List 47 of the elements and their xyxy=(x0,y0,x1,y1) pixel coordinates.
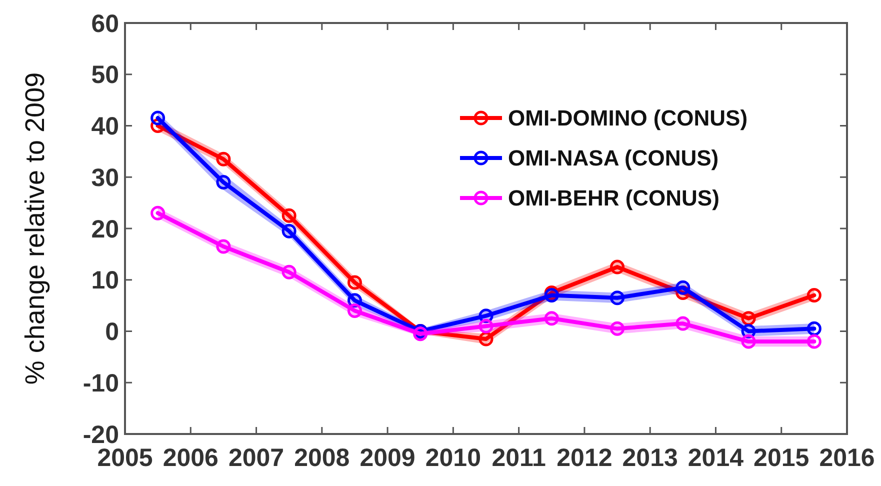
point xyxy=(413,326,428,342)
point xyxy=(806,321,822,336)
point xyxy=(150,206,166,220)
x-tick-label: 2008 xyxy=(294,444,350,472)
y-tick-label: 30 xyxy=(91,164,119,192)
y-tick-label: -10 xyxy=(82,369,119,398)
legend-label: OMI-NASA (CONUS) xyxy=(508,146,719,171)
point xyxy=(676,316,690,331)
point xyxy=(676,280,690,295)
y-axis-title: % change relative to 2009 xyxy=(20,72,50,385)
point xyxy=(282,208,296,223)
point xyxy=(347,303,362,318)
y-tick-label: 20 xyxy=(91,215,119,244)
point xyxy=(282,264,296,280)
point xyxy=(544,288,559,303)
point xyxy=(806,288,822,303)
point xyxy=(347,275,362,290)
point xyxy=(806,334,822,349)
point xyxy=(610,260,625,274)
point xyxy=(478,332,494,346)
legend-label: OMI-BEHR (CONUS) xyxy=(508,186,720,211)
y-tick-label: 10 xyxy=(91,266,119,295)
point xyxy=(741,334,756,349)
y-tick-label: 50 xyxy=(91,61,119,90)
x-tick-label: 2012 xyxy=(556,444,612,472)
x-tick-label: 2016 xyxy=(819,444,875,472)
point xyxy=(610,321,625,336)
y-tick-label: 0 xyxy=(105,318,119,346)
x-tick-label: 2009 xyxy=(360,444,416,472)
x-tick-label: 2010 xyxy=(425,444,481,472)
point xyxy=(150,110,166,126)
y-tick-label: 60 xyxy=(91,10,119,38)
point xyxy=(282,224,296,238)
point xyxy=(216,175,231,190)
point xyxy=(544,311,559,326)
legend-label: OMI-DOMINO (CONUS) xyxy=(508,106,748,131)
point xyxy=(610,290,625,306)
y-tick-label: 40 xyxy=(91,112,119,140)
x-tick-label: 2015 xyxy=(754,444,810,472)
point xyxy=(216,239,231,254)
x-tick-label: 2011 xyxy=(492,444,546,472)
x-tick-label: 2013 xyxy=(622,444,678,472)
x-tick-label: 2006 xyxy=(162,444,218,472)
x-tick-label: 2014 xyxy=(688,444,744,472)
x-tick-label: 2007 xyxy=(228,444,284,472)
point xyxy=(478,318,494,334)
point xyxy=(216,152,231,166)
